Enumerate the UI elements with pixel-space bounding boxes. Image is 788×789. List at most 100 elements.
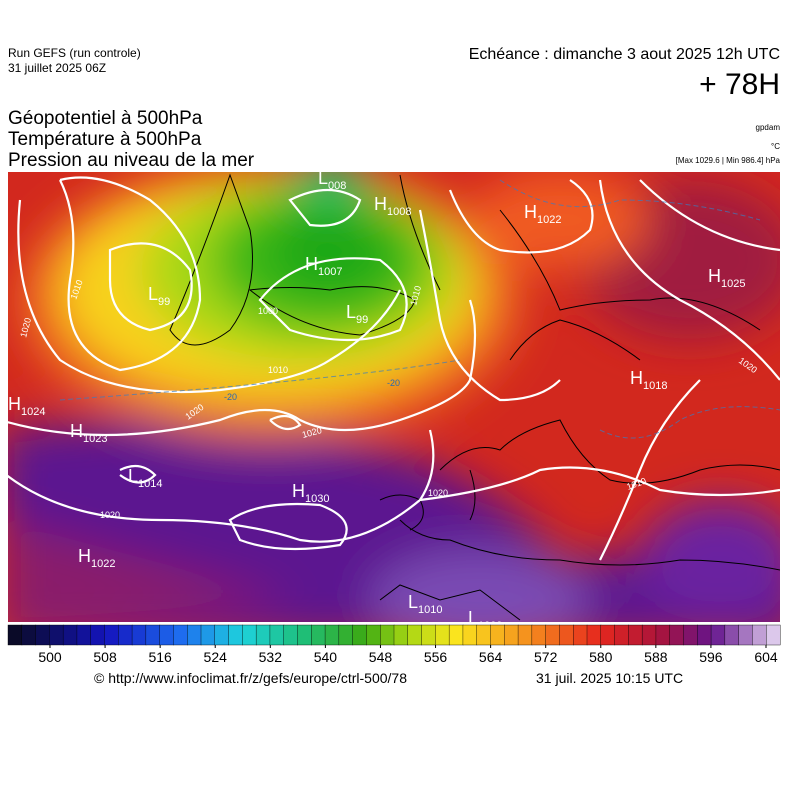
source: © http://www.infoclimat.fr/z/gefs/europe… (94, 670, 408, 686)
center-type: H (630, 368, 643, 388)
center-type: H (8, 394, 21, 414)
colorbar-swatch (600, 624, 616, 646)
pressure-center: L99 (346, 302, 368, 326)
colorbar-swatch (173, 624, 188, 646)
colorbar-swatch (393, 624, 409, 646)
colorbar-swatch (62, 624, 78, 646)
isobar-label: 1020 (100, 510, 120, 520)
colorbar-swatch (214, 624, 230, 646)
pressure-center: H1022 (78, 546, 115, 570)
center-value: 1023 (83, 433, 107, 445)
center-value: 1008 (387, 206, 411, 218)
run-date: 31 juillet 2025 06Z (8, 61, 107, 75)
colorbar-swatch (159, 624, 174, 646)
isobar-label: 1000 (258, 306, 278, 316)
center-value: 99 (158, 296, 170, 308)
center-type: H (292, 481, 305, 501)
center-type: H (305, 254, 318, 274)
pressure-center: H1025 (708, 266, 745, 290)
pressure-center: L99 (148, 284, 170, 308)
run: Run GEFS (run controle) (8, 46, 141, 60)
colorbar-swatch (104, 624, 119, 646)
center-type: L (148, 284, 158, 304)
generated-time: 31 juil. 2025 10:15 UTC (536, 670, 684, 686)
field: Pression au niveau de la mer (8, 150, 255, 171)
colorbar-swatch (242, 624, 257, 646)
center-type: H (70, 421, 83, 441)
pressure-center: H1007 (305, 254, 342, 278)
center-type: L (128, 466, 138, 486)
colorbar-swatch (490, 624, 505, 646)
colorbar-tick-label: 564 (479, 649, 503, 665)
pressure-center: L1014 (128, 466, 163, 490)
colorbar-swatch (145, 624, 161, 646)
colorbar-swatch (255, 624, 271, 646)
pressure-center: L1009 (468, 608, 503, 632)
pressure-center: H1030 (292, 481, 329, 505)
colorbar-tick-label: 556 (424, 649, 448, 665)
colorbar-tick-label: 516 (148, 649, 172, 665)
center-value: 1014 (138, 478, 162, 490)
center-value: 008 (328, 180, 346, 192)
valid-time: Echéance : dimanche 3 aout 2025 12h UTC (468, 46, 780, 63)
colorbar-swatch (697, 624, 712, 646)
colorbar-tick-label: 500 (38, 649, 62, 665)
center-value: 1007 (318, 266, 342, 278)
pressure-center: H1023 (70, 421, 107, 445)
colorbar-tick-label: 604 (754, 649, 778, 665)
colorbar-swatch (559, 624, 574, 646)
colorbar-swatch (766, 624, 781, 646)
center-type: H (708, 266, 721, 286)
center-type: H (374, 194, 387, 214)
pressure-center: H1024 (8, 394, 45, 418)
colorbar-tick-label: 532 (259, 649, 283, 665)
unit: [Max 1029.6 | Min 986.4] hPa (675, 156, 780, 165)
colorbar-swatch (462, 624, 478, 646)
isobar-label: 1010 (268, 365, 288, 375)
colorbar-swatch (407, 624, 423, 646)
isotherm-label: -20 (224, 392, 237, 402)
colorbar-swatch (76, 624, 92, 646)
pressure-center: L008 (318, 168, 346, 192)
colorbar-swatch (338, 624, 354, 646)
pressure-center: H1018 (630, 368, 667, 392)
field: Température à 500hPa (8, 129, 202, 150)
colorbar-swatch (131, 624, 147, 646)
center-value: 1030 (305, 493, 329, 505)
isobars (8, 176, 780, 561)
isotherm-label: -20 (387, 378, 400, 388)
pressure-center: L1010 (408, 592, 443, 616)
center-value: 1022 (91, 558, 115, 570)
colorbar-swatch (545, 624, 560, 646)
colorbar-tick-label: 580 (589, 649, 613, 665)
center-value: 1025 (721, 278, 745, 290)
colorbar-swatch (90, 624, 106, 646)
colorbar-swatch (586, 624, 602, 646)
colorbar-swatch (200, 624, 216, 646)
colorbar-swatch (752, 624, 767, 646)
colorbar-swatch (283, 624, 299, 646)
colorbar-swatch (118, 624, 133, 646)
colorbar: 500 508 516 524 532 540 548 556 564 572 580 588 596 6… (7, 624, 781, 665)
colorbar-swatch (683, 624, 698, 646)
colorbar-swatch (504, 624, 519, 646)
colorbar-swatch (710, 624, 726, 646)
colorbar-swatch (531, 624, 547, 646)
colorbar-swatch (738, 624, 753, 646)
center-type: L (318, 168, 328, 188)
colorbar-swatch (669, 624, 685, 646)
center-value: 1024 (21, 406, 45, 418)
colorbar-tick-label: 548 (369, 649, 393, 665)
isobar-label: 1020 (428, 488, 448, 498)
colorbar-swatch (421, 624, 436, 646)
unit: °C (771, 142, 780, 151)
colorbar-swatch (35, 624, 50, 646)
center-value: 1018 (643, 380, 667, 392)
center-value: 1009 (478, 620, 502, 632)
center-type: H (78, 546, 91, 566)
colorbar-tick-label: 572 (534, 649, 558, 665)
colorbar-tick-label: 588 (644, 649, 668, 665)
pressure-center: H1022 (524, 202, 561, 226)
colorbar-swatch (628, 624, 643, 646)
